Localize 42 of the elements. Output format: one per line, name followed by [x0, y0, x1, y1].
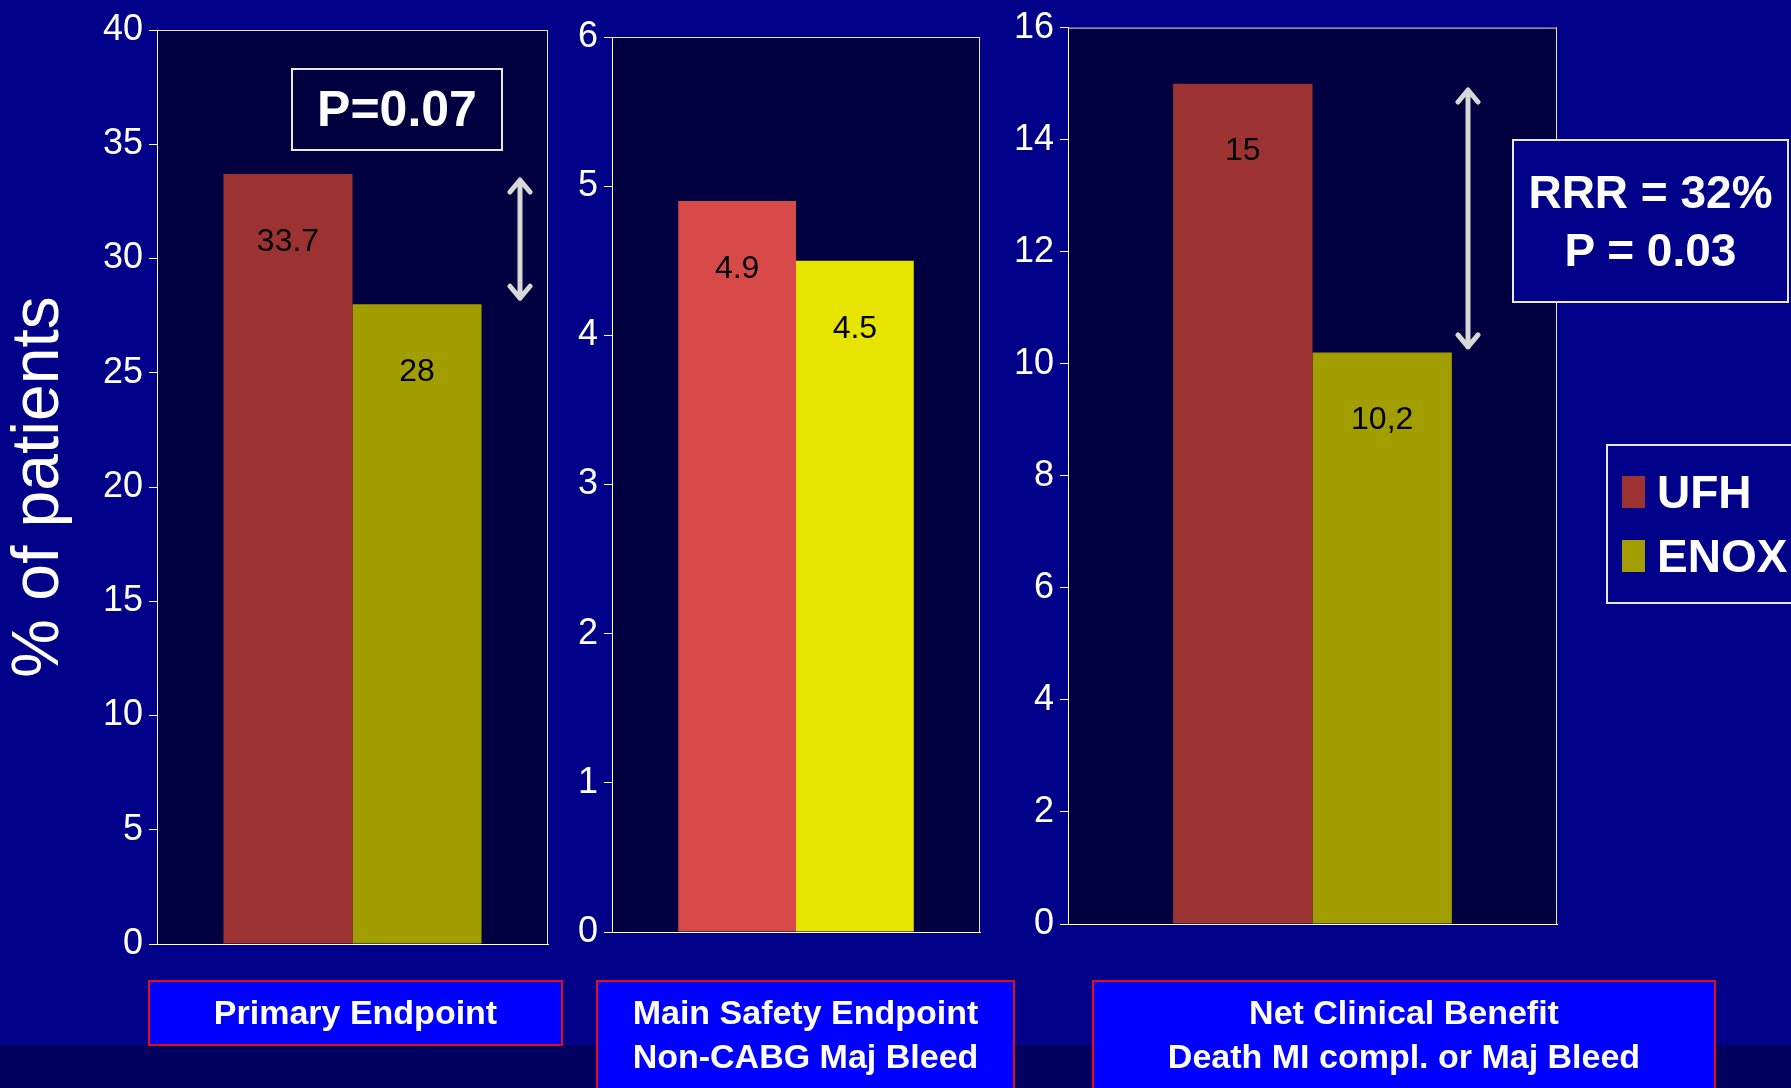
y-tick-label: 40 — [102, 6, 143, 48]
legend-label: UFH — [1657, 464, 1752, 519]
data-label: 4.9 — [714, 248, 760, 285]
data-label: 33.7 — [256, 221, 320, 258]
y-tick-label: 10 — [1013, 340, 1054, 382]
y-tick-label: 20 — [102, 463, 143, 505]
y-tick-label: 2 — [1033, 788, 1054, 830]
y-tick-label: 2 — [577, 610, 598, 652]
y-tick-label: 30 — [102, 235, 143, 277]
text: Non-CABG Maj Bleed — [631, 1036, 980, 1077]
y-tick-label: 4 — [577, 312, 598, 354]
data-label: 4.5 — [832, 308, 878, 345]
y-tick-label: 8 — [1033, 452, 1054, 494]
data-label: 15 — [1225, 131, 1261, 168]
y-tick-label: 15 — [102, 578, 143, 620]
y-tick-label: 3 — [577, 461, 598, 503]
y-tick-label: 0 — [122, 920, 143, 962]
data-label: 28 — [399, 352, 435, 389]
y-tick-label: 6 — [577, 13, 598, 55]
text: Primary Endpoint — [212, 992, 499, 1033]
text: P = 0.03 — [1563, 223, 1738, 278]
y-tick-label: 14 — [1013, 116, 1054, 158]
y-tick-label: 25 — [102, 349, 143, 391]
y-tick-label: 16 — [1013, 4, 1054, 46]
y-tick-label: 0 — [577, 908, 598, 950]
y-tick-label: 10 — [102, 692, 143, 734]
y-tick-label: 4 — [1033, 676, 1054, 718]
y-tick-label: 5 — [122, 806, 143, 848]
data-label: 10,2 — [1351, 400, 1414, 437]
y-tick-label: 1 — [577, 759, 598, 801]
y-tick-label: 5 — [577, 163, 598, 205]
text: Main Safety Endpoint — [631, 992, 980, 1033]
legend-label: ENOX — [1657, 528, 1788, 583]
y-tick-label: 12 — [1013, 228, 1054, 270]
annotation: P=0.07 — [316, 80, 478, 139]
y-tick-label: 0 — [1033, 900, 1054, 942]
y-tick-label: 35 — [102, 121, 143, 163]
text: Death MI compl. or Maj Bleed — [1166, 1036, 1642, 1077]
text: Net Clinical Benefit — [1248, 992, 1560, 1033]
y-tick-label: 6 — [1033, 564, 1054, 606]
y-axis-title: % of patients — [0, 296, 72, 678]
annotation: RRR = 32% — [1527, 165, 1774, 220]
